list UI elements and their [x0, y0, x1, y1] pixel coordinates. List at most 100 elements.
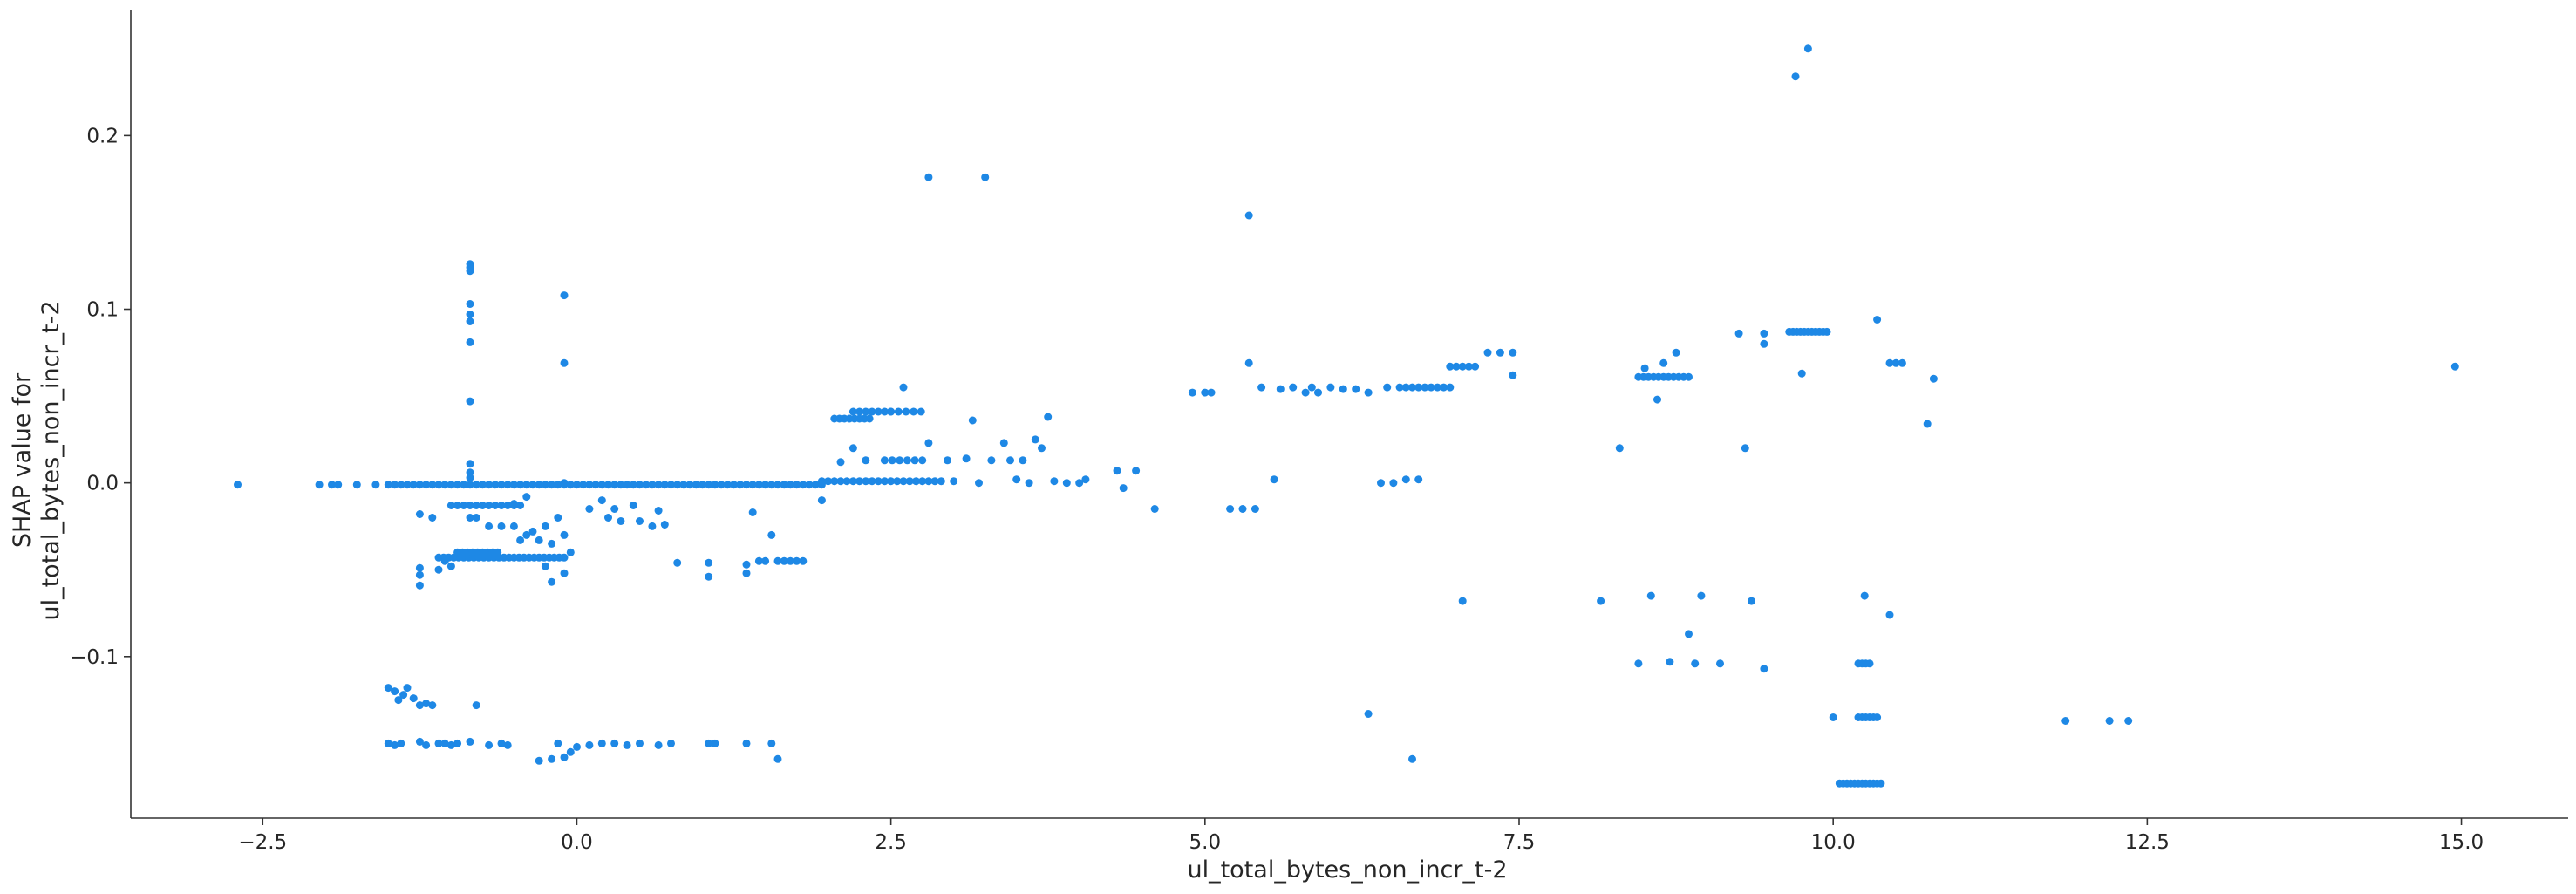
- scatter-point: [522, 493, 531, 502]
- scatter-point: [874, 407, 883, 416]
- scatter-point: [1760, 339, 1768, 348]
- scatter-point: [1383, 383, 1392, 392]
- scatter-point: [585, 740, 594, 749]
- scatter-point: [636, 481, 644, 489]
- scatter-point: [1226, 505, 1235, 513]
- scatter-point: [560, 553, 569, 562]
- scatter-point: [648, 522, 657, 530]
- scatter-point: [1301, 388, 1310, 397]
- scatter-point: [1891, 358, 1900, 367]
- scatter-point: [1238, 505, 1247, 513]
- scatter-point: [865, 414, 874, 423]
- scatter-point: [460, 502, 468, 509]
- scatter-point: [466, 481, 474, 489]
- scatter-point: [903, 456, 911, 465]
- scatter-point: [1885, 358, 1894, 367]
- scatter-point: [1672, 348, 1680, 357]
- scatter-point: [1244, 211, 1253, 220]
- scatter-point: [899, 383, 908, 392]
- scatter-point: [485, 522, 494, 530]
- scatter-point: [705, 481, 713, 489]
- scatter-point: [497, 522, 506, 530]
- scatter-point: [805, 481, 814, 489]
- scatter-point: [391, 740, 399, 749]
- scatter-point: [761, 481, 770, 489]
- scatter-point: [415, 581, 424, 590]
- scatter-point: [1276, 385, 1285, 393]
- scatter-point: [440, 481, 449, 489]
- scatter-point: [711, 481, 719, 489]
- scatter-point: [434, 481, 443, 489]
- scatter-point: [1496, 348, 1504, 357]
- scatter-point: [1421, 383, 1429, 392]
- scatter-point: [560, 569, 569, 577]
- scatter-point: [541, 562, 549, 570]
- x-tick-label: 10.0: [1811, 831, 1856, 854]
- scatter-point: [930, 477, 939, 486]
- scatter-point: [1440, 383, 1448, 392]
- scatter-point: [591, 481, 600, 489]
- scatter-point: [830, 477, 839, 486]
- scatter-point: [1923, 420, 1932, 428]
- scatter-point: [705, 739, 713, 747]
- scatter-point: [1364, 388, 1373, 397]
- scatter-point: [1829, 713, 1837, 721]
- scatter-point: [397, 739, 405, 747]
- scatter-point: [987, 456, 996, 465]
- x-axis-ticks: −2.5 0.0 2.5 5.0 7.5 10.0 12.5 15.0: [238, 818, 2484, 854]
- scatter-point: [554, 481, 562, 489]
- scatter-point: [560, 358, 569, 367]
- scatter-point: [1452, 362, 1461, 371]
- scatter-point: [446, 562, 455, 570]
- scatter-point: [868, 477, 876, 486]
- scatter-point: [497, 739, 506, 747]
- scatter-point: [1257, 383, 1266, 392]
- scatter-point: [2061, 717, 2070, 725]
- scatter-point: [773, 556, 782, 565]
- scatter-point: [896, 456, 904, 465]
- scatter-point: [535, 756, 543, 765]
- scatter-point: [1339, 385, 1347, 393]
- scatter-point: [1062, 479, 1071, 488]
- scatter-point: [836, 477, 845, 486]
- scatter-point: [799, 481, 808, 489]
- y-tick-label: 0.0: [86, 473, 119, 495]
- scatter-point: [516, 502, 525, 509]
- scatter-point: [679, 481, 688, 489]
- scatter-point: [780, 481, 788, 489]
- scatter-point: [466, 300, 474, 308]
- scatter-point: [880, 407, 889, 416]
- scatter-point: [234, 481, 242, 489]
- scatter-point: [1031, 435, 1039, 444]
- scatter-point: [1207, 388, 1216, 397]
- scatter-point: [503, 502, 512, 509]
- scatter-point: [836, 458, 845, 467]
- scatter-point: [1075, 479, 1084, 488]
- scatter-point: [1289, 383, 1298, 392]
- scatter-point: [497, 502, 506, 509]
- scatter-point: [446, 481, 455, 489]
- scatter-point: [446, 502, 455, 509]
- scatter-point: [1483, 348, 1492, 357]
- scatter-point: [1446, 383, 1455, 392]
- scatter-point: [917, 407, 925, 416]
- scatter-point: [705, 572, 713, 581]
- scatter-point: [1025, 479, 1033, 488]
- scatter-point: [1352, 385, 1360, 393]
- scatter-point: [415, 701, 424, 710]
- scatter-point: [2124, 717, 2133, 725]
- scatter-point: [723, 481, 732, 489]
- scatter-point: [754, 556, 763, 565]
- scatter-point: [1314, 388, 1322, 397]
- y-axis-label: SHAP value for ul_total_bytes_non_incr_t…: [9, 300, 65, 620]
- scatter-point: [415, 570, 424, 579]
- scatter-point: [579, 481, 588, 489]
- x-tick-label: 12.5: [2125, 831, 2170, 854]
- scatter-point: [1081, 475, 1090, 484]
- scatter-point: [962, 454, 971, 463]
- scatter-point: [636, 739, 644, 747]
- scatter-point: [1464, 362, 1473, 371]
- scatter-point: [767, 481, 776, 489]
- scatter-point: [548, 481, 556, 489]
